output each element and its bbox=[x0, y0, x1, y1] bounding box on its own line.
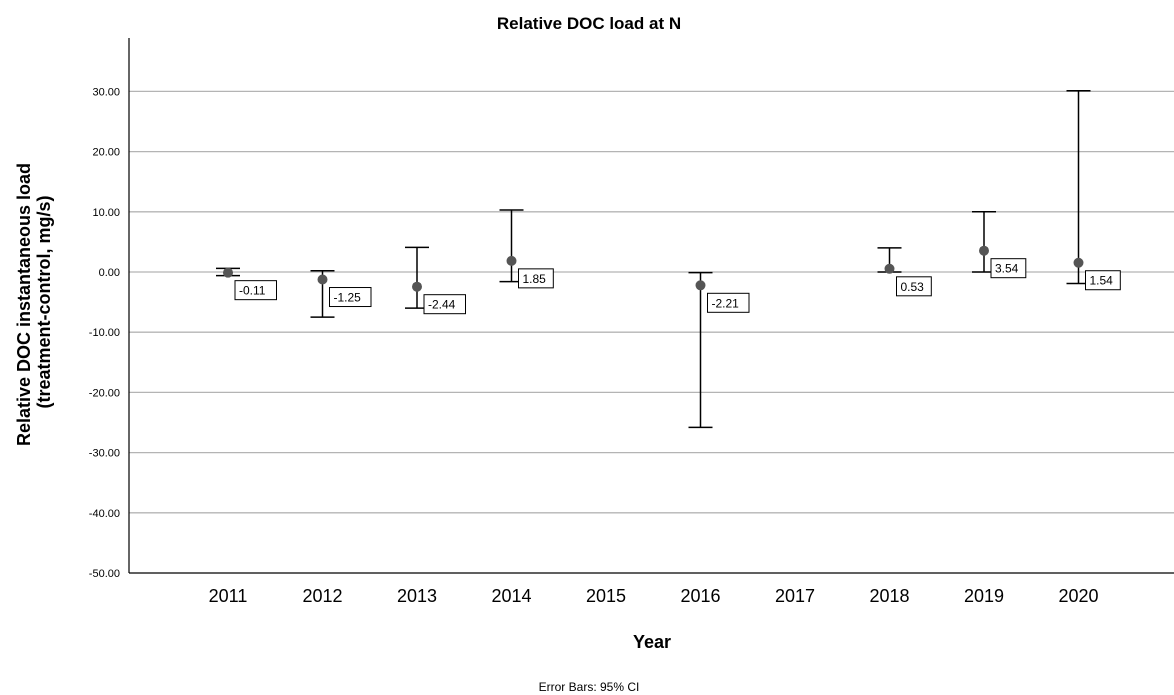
y-tick-label: 0.00 bbox=[99, 267, 120, 279]
x-tick-label: 2016 bbox=[680, 586, 720, 606]
x-tick-label: 2011 bbox=[209, 586, 248, 606]
y-tick-label: -10.00 bbox=[89, 327, 120, 339]
data-label: -2.44 bbox=[428, 298, 456, 312]
data-label-box bbox=[1085, 270, 1121, 291]
footnote: Error Bars: 95% CI bbox=[539, 680, 640, 694]
y-tick-label: -50.00 bbox=[89, 568, 120, 580]
data-label: 3.54 bbox=[995, 262, 1019, 276]
x-tick-label: 2020 bbox=[1058, 586, 1098, 606]
y-tick-label: -20.00 bbox=[89, 387, 120, 399]
y-tick-label: 10.00 bbox=[92, 207, 120, 219]
x-tick-labels: 2011 2012 2013 2014 2015 2016 2017 2018 2019 2020 bbox=[209, 586, 1099, 606]
mean-marker bbox=[695, 280, 706, 291]
data-marks: -0.11 -1.25 -2.44 1.85 -2.21 0.53 3.54 1.54 bbox=[216, 90, 1121, 429]
data-label-box bbox=[423, 294, 466, 315]
gridlines bbox=[129, 90, 1174, 514]
y-axis-label-line-2: (treatment-control, mg/s) bbox=[34, 195, 54, 408]
y-tick-label: -30.00 bbox=[89, 448, 120, 460]
data-point-group: 1.85 bbox=[499, 209, 554, 289]
data-label: 0.53 bbox=[901, 280, 925, 294]
x-tick-label: 2012 bbox=[302, 586, 342, 606]
x-tick-label: 2018 bbox=[869, 586, 909, 606]
x-tick-label: 2013 bbox=[397, 586, 437, 606]
data-point-group: 3.54 bbox=[972, 211, 1027, 279]
mean-marker bbox=[412, 281, 422, 292]
y-tick-label: -40.00 bbox=[89, 508, 120, 520]
data-label-box bbox=[990, 258, 1027, 279]
data-point-group: -2.21 bbox=[688, 271, 750, 429]
x-tick-label: 2019 bbox=[964, 586, 1004, 606]
mean-marker bbox=[506, 255, 517, 266]
data-label-box bbox=[329, 287, 372, 308]
x-tick-label: 2014 bbox=[491, 586, 531, 606]
y-axis-label: Relative DOC instantaneous load (treatme… bbox=[14, 158, 54, 446]
data-label: -2.21 bbox=[712, 296, 740, 310]
chart-title: Relative DOC load at N bbox=[497, 14, 681, 33]
y-tick-label: 20.00 bbox=[92, 147, 120, 159]
y-tick-label: 30.00 bbox=[92, 86, 120, 98]
x-axis-label: Year bbox=[633, 632, 671, 652]
data-point-group: -0.11 bbox=[216, 267, 277, 301]
data-label-box bbox=[234, 280, 277, 301]
data-label-box bbox=[518, 268, 554, 289]
mean-marker bbox=[317, 274, 328, 285]
mean-marker bbox=[223, 267, 233, 278]
mean-marker bbox=[979, 245, 989, 256]
data-label: -0.11 bbox=[239, 284, 266, 298]
data-label: -1.25 bbox=[334, 291, 362, 305]
data-label: 1.85 bbox=[523, 272, 547, 286]
mean-marker bbox=[1073, 257, 1084, 268]
x-tick-label: 2017 bbox=[775, 586, 815, 606]
data-point-group: -2.44 bbox=[405, 246, 466, 315]
mean-marker bbox=[884, 263, 895, 274]
data-point-group: 0.53 bbox=[877, 247, 932, 297]
y-tick-labels: 30.00 20.00 10.00 0.00 -10.00 -20.00 -30.00 -40… bbox=[89, 86, 120, 580]
x-tick-label: 2015 bbox=[586, 586, 626, 606]
data-label: 1.54 bbox=[1090, 274, 1114, 288]
axes bbox=[128, 38, 1174, 574]
y-axis-label-line-1: Relative DOC instantaneous load bbox=[14, 163, 34, 446]
data-point-group: -1.25 bbox=[310, 270, 372, 318]
data-label-box bbox=[896, 276, 932, 297]
data-label-box bbox=[707, 292, 750, 313]
data-point-group: 1.54 bbox=[1066, 90, 1121, 291]
